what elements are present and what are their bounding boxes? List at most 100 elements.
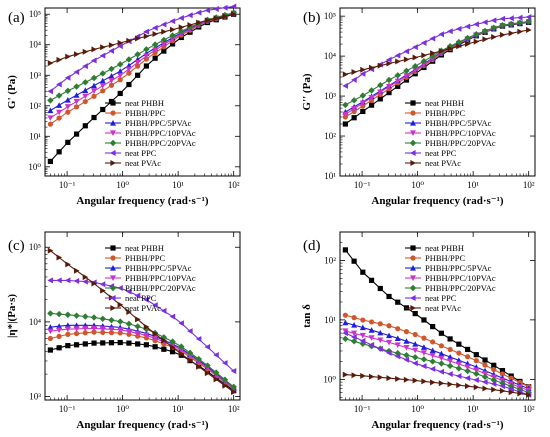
data-point — [135, 35, 141, 42]
data-point — [152, 24, 158, 31]
data-point — [473, 384, 480, 391]
legend-marker — [110, 255, 116, 261]
data-point — [342, 71, 349, 78]
data-point — [360, 66, 366, 73]
data-point — [377, 81, 384, 89]
data-point — [161, 346, 167, 352]
data-point — [403, 67, 410, 75]
legend-entry: PHBH/PPC/5PVAc — [425, 263, 492, 273]
data-point — [82, 98, 88, 105]
data-point — [403, 73, 410, 79]
y-tick-label: 10² — [29, 101, 41, 111]
data-point — [82, 325, 89, 332]
data-point — [152, 55, 158, 61]
data-point — [187, 357, 194, 364]
legend-entry: PHBH/PPC/5PVAc — [425, 118, 492, 128]
data-point — [151, 41, 159, 48]
data-point — [464, 23, 471, 30]
data-point — [508, 375, 514, 381]
data-point — [178, 347, 185, 353]
series-line — [345, 374, 529, 396]
data-point — [516, 386, 524, 393]
data-point — [342, 330, 348, 337]
data-point — [368, 373, 375, 380]
data-point — [65, 261, 71, 268]
data-point — [359, 70, 366, 77]
data-point — [65, 53, 71, 60]
legend-entry: PHBH/PPC — [425, 108, 465, 118]
panel-d: (d) 10⁻¹ 10⁰ 10¹ 10² 10⁰ 10¹ 10² Angular frequen… — [301, 231, 536, 431]
data-point — [412, 67, 419, 74]
data-point — [403, 338, 410, 344]
data-point — [56, 149, 62, 155]
data-point — [195, 336, 202, 343]
panel-b: (b) 10⁻¹ 10⁰ 10¹ 10² 10¹ 10² 10³ 10⁴ 10⁵ Angular f… — [301, 7, 536, 207]
data-point — [403, 48, 410, 55]
data-point — [117, 68, 124, 74]
data-point — [73, 92, 80, 98]
data-point — [491, 33, 497, 40]
data-point — [82, 330, 88, 336]
data-point — [395, 83, 401, 89]
data-point — [47, 347, 53, 353]
data-point — [64, 74, 71, 81]
legend-entry: PHBH/PPC/10PVAc — [425, 128, 496, 138]
legend-marker — [410, 160, 416, 166]
data-point — [134, 60, 141, 66]
data-point — [126, 309, 132, 316]
data-point — [64, 277, 71, 284]
data-point — [117, 301, 124, 308]
data-point — [90, 314, 98, 321]
data-point — [464, 383, 471, 390]
data-point — [368, 319, 375, 325]
data-point — [134, 323, 141, 330]
x-tick-label: 10⁰ — [411, 180, 424, 190]
series-line — [49, 13, 234, 162]
data-point — [152, 330, 159, 337]
data-point — [447, 370, 453, 377]
data-point — [490, 17, 497, 24]
legend-marker — [109, 284, 117, 292]
data-point — [99, 326, 106, 332]
x-tick-label: 10⁻¹ — [354, 404, 371, 414]
series-neat-pvac — [47, 247, 237, 396]
series-phbh-ppc-20pvac — [342, 18, 532, 109]
data-point — [377, 89, 384, 96]
data-point — [359, 337, 366, 344]
legend-entry: neat PHBH — [125, 98, 164, 108]
data-point — [152, 31, 159, 38]
legend-entry: PHBH/PPC/10PVAc — [125, 273, 196, 283]
data-point — [178, 320, 184, 327]
legend-entry: neat PPC — [125, 148, 157, 158]
data-point — [342, 101, 349, 109]
legend-marker — [410, 100, 416, 106]
data-point — [403, 376, 410, 383]
data-point — [491, 386, 497, 393]
data-point — [455, 373, 462, 380]
data-point — [412, 377, 419, 384]
data-point — [134, 330, 141, 337]
data-point — [222, 382, 228, 389]
legend-marker — [110, 100, 116, 106]
data-point — [447, 336, 453, 342]
data-point — [446, 362, 454, 370]
data-point — [386, 84, 393, 90]
data-point — [56, 333, 62, 339]
data-point — [47, 335, 53, 342]
panel-label: (d) — [303, 238, 321, 254]
legend-marker — [409, 139, 417, 147]
data-point — [517, 390, 523, 397]
y-tick-label: 10² — [324, 255, 336, 265]
data-point — [403, 329, 410, 335]
data-point — [204, 344, 211, 351]
data-point — [126, 81, 132, 88]
panel-a: (a) 10⁻¹ 10⁰ 10¹ 10² 10⁰ 10¹ 10² 10³ 10⁴ 10⁵ Angula… — [6, 3, 241, 207]
data-point — [196, 363, 202, 370]
data-point — [64, 104, 71, 110]
data-point — [47, 121, 53, 127]
data-point — [99, 52, 106, 59]
data-point — [456, 341, 462, 347]
data-point — [47, 88, 53, 95]
data-point — [464, 40, 471, 47]
legend-marker — [110, 305, 116, 311]
